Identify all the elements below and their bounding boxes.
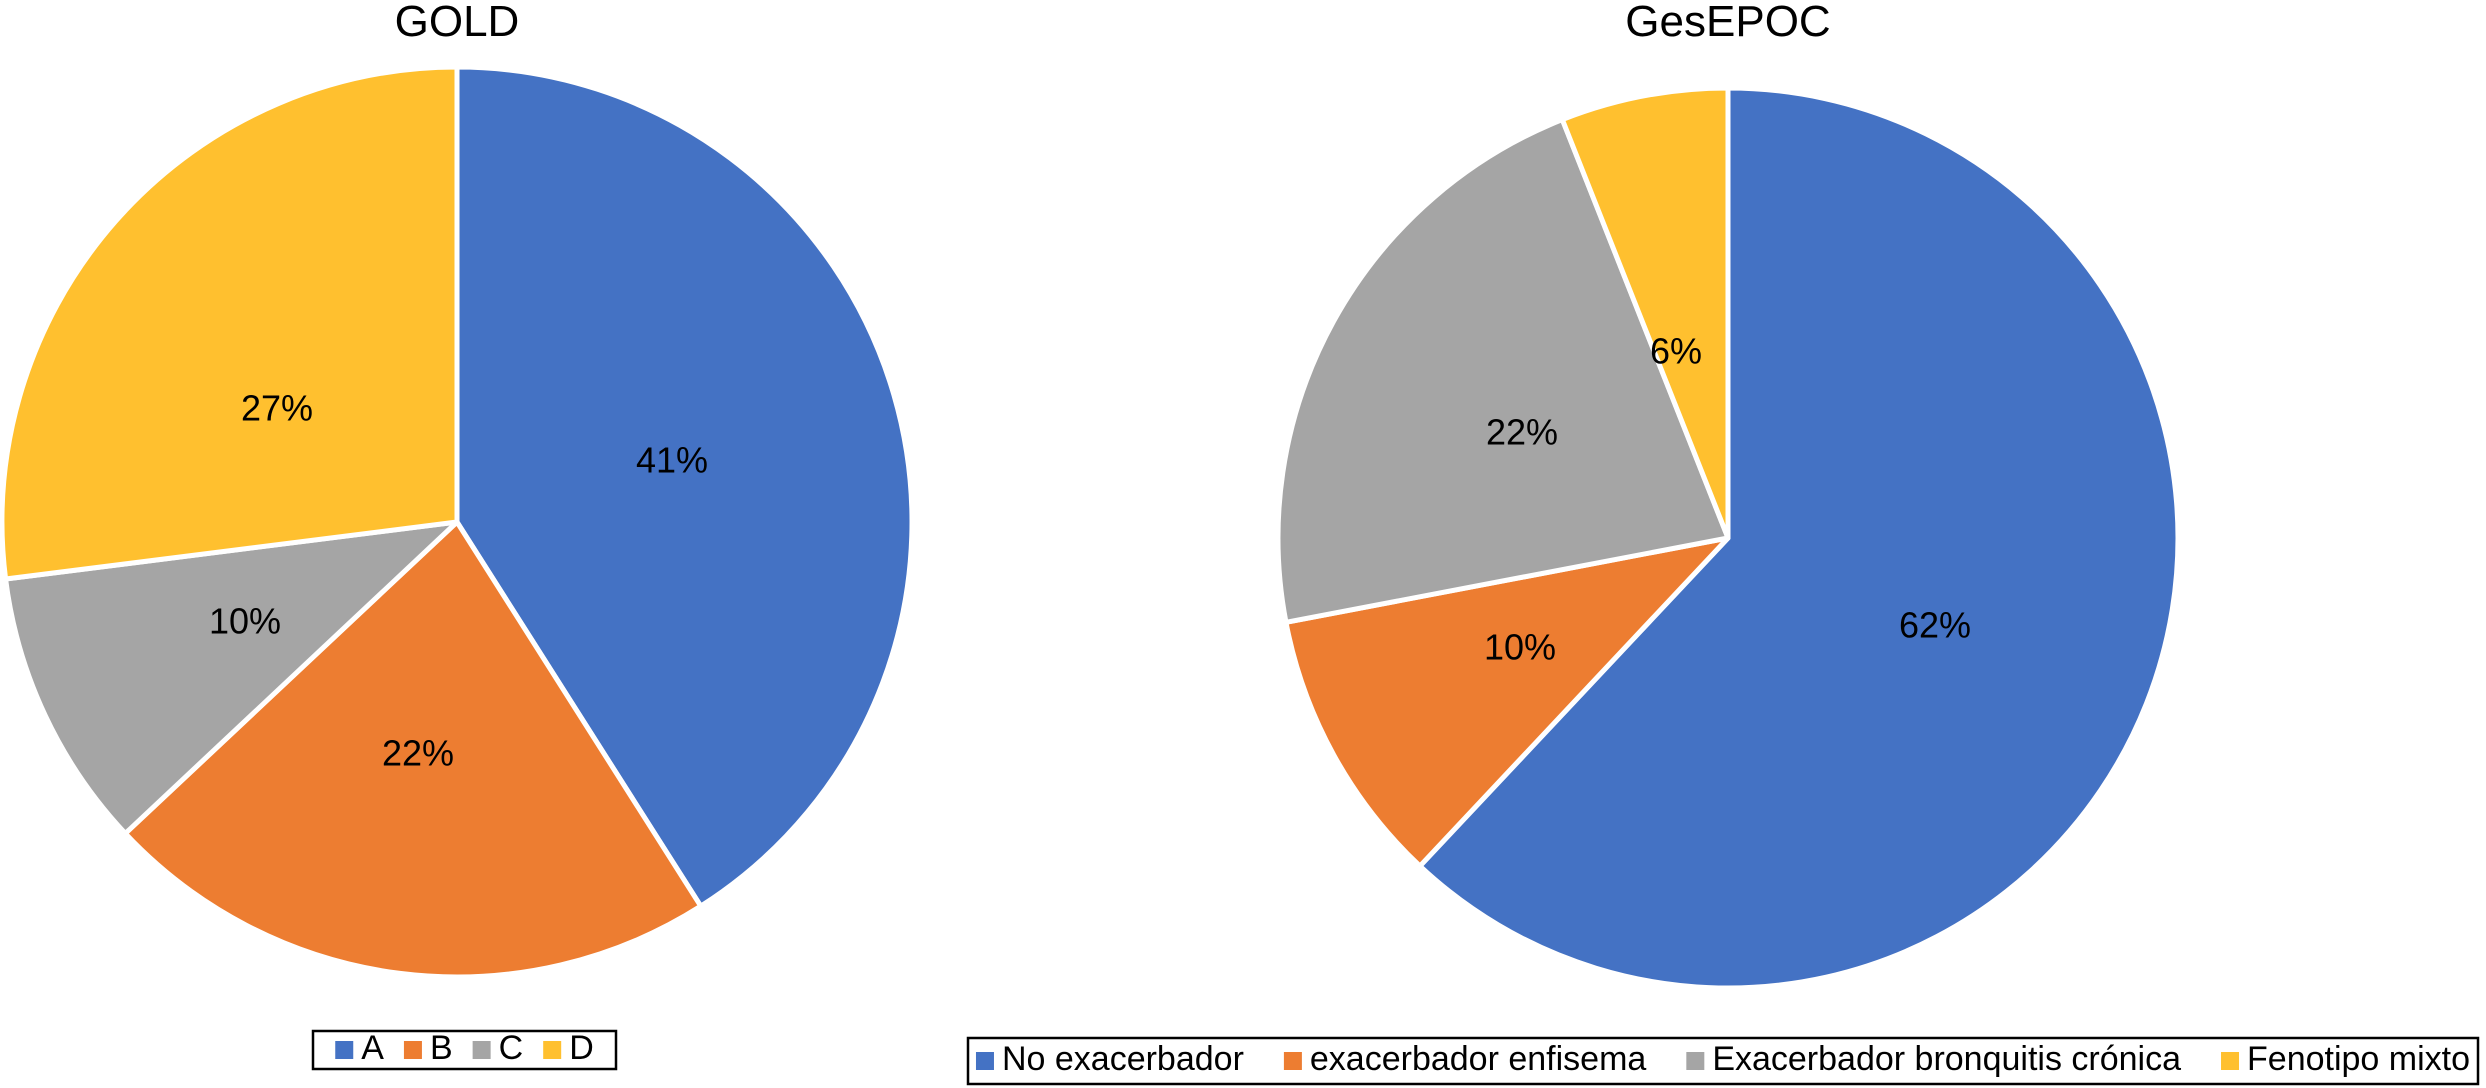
gold-legend-swatch-b bbox=[403, 1041, 422, 1059]
gesepoc-legend-swatch-fenotipo-mixto bbox=[2221, 1052, 2240, 1070]
gold-data-label-d: 27% bbox=[241, 388, 313, 429]
gold-pie-chart: GOLD 41% 22% 10% 27% A B C D bbox=[0, 0, 915, 1071]
gesepoc-data-label-fenotipo-mixto: 6% bbox=[1650, 331, 1702, 372]
gesepoc-slice-fenotipo-mixto bbox=[1559, 85, 1731, 541]
gold-slice-a bbox=[454, 64, 915, 909]
gold-data-labels: 41% 22% 10% 27% bbox=[209, 388, 708, 774]
gesepoc-slices bbox=[1275, 85, 2181, 991]
gold-data-label-a: 41% bbox=[636, 440, 708, 481]
gold-legend: A B C D bbox=[311, 1029, 618, 1071]
gesepoc-data-label-no-exacerbador: 62% bbox=[1899, 605, 1971, 646]
gold-legend-box bbox=[311, 1029, 618, 1071]
gesepoc-slice-exacerbador-enfisema bbox=[1283, 535, 1731, 869]
gold-chart-title: GOLD bbox=[395, 0, 520, 46]
gesepoc-data-label-exacerbador-enfisema: 10% bbox=[1484, 627, 1556, 668]
gold-legend-label-a: A bbox=[361, 1029, 384, 1067]
gesepoc-legend-label-no-exacerbador: No exacerbador bbox=[1002, 1040, 1244, 1078]
gold-legend-swatch-d bbox=[543, 1041, 562, 1059]
gesepoc-data-labels: 62% 10% 22% 6% bbox=[1484, 331, 1971, 668]
gold-legend-label-b: B bbox=[430, 1029, 453, 1067]
gold-legend-label-d: D bbox=[569, 1029, 594, 1067]
gold-slice-c bbox=[3, 519, 460, 836]
gold-data-label-c: 10% bbox=[209, 601, 281, 642]
gold-slice-d bbox=[0, 64, 460, 582]
gold-legend-swatch-c bbox=[472, 1041, 491, 1059]
gold-slice-b bbox=[122, 519, 704, 980]
gold-legend-label-c: C bbox=[499, 1029, 524, 1067]
gold-slices bbox=[0, 64, 915, 980]
gesepoc-legend-swatch-exacerbador-bronquitis-cronica bbox=[1686, 1052, 1705, 1070]
gesepoc-slice-exacerbador-bronquitis-cronica bbox=[1275, 117, 1731, 625]
gesepoc-legend-label-exacerbador-bronquitis-cronica: Exacerbador bronquitis crónica bbox=[1712, 1040, 2181, 1078]
gesepoc-legend-label-fenotipo-mixto: Fenotipo mixto bbox=[2247, 1040, 2470, 1078]
gesepoc-legend: No exacerbador exacerbador enfisema Exacer… bbox=[966, 1036, 2480, 1086]
gesepoc-data-label-exacerbador-bronquitis-cronica: 22% bbox=[1486, 412, 1558, 453]
gesepoc-pie-chart: GesEPOC 62% 10% 22% 6% No exacerbador exacer… bbox=[966, 0, 2480, 1086]
gesepoc-legend-swatch-exacerbador-enfisema bbox=[1283, 1052, 1302, 1070]
gesepoc-slice-no-exacerbador bbox=[1417, 85, 2181, 991]
gesepoc-chart-title: GesEPOC bbox=[1625, 0, 1830, 46]
gesepoc-legend-label-exacerbador-enfisema: exacerbador enfisema bbox=[1310, 1040, 1647, 1078]
gold-data-label-b: 22% bbox=[382, 733, 454, 774]
gesepoc-legend-swatch-no-exacerbador bbox=[975, 1052, 994, 1070]
gold-legend-swatch-a bbox=[335, 1041, 354, 1059]
